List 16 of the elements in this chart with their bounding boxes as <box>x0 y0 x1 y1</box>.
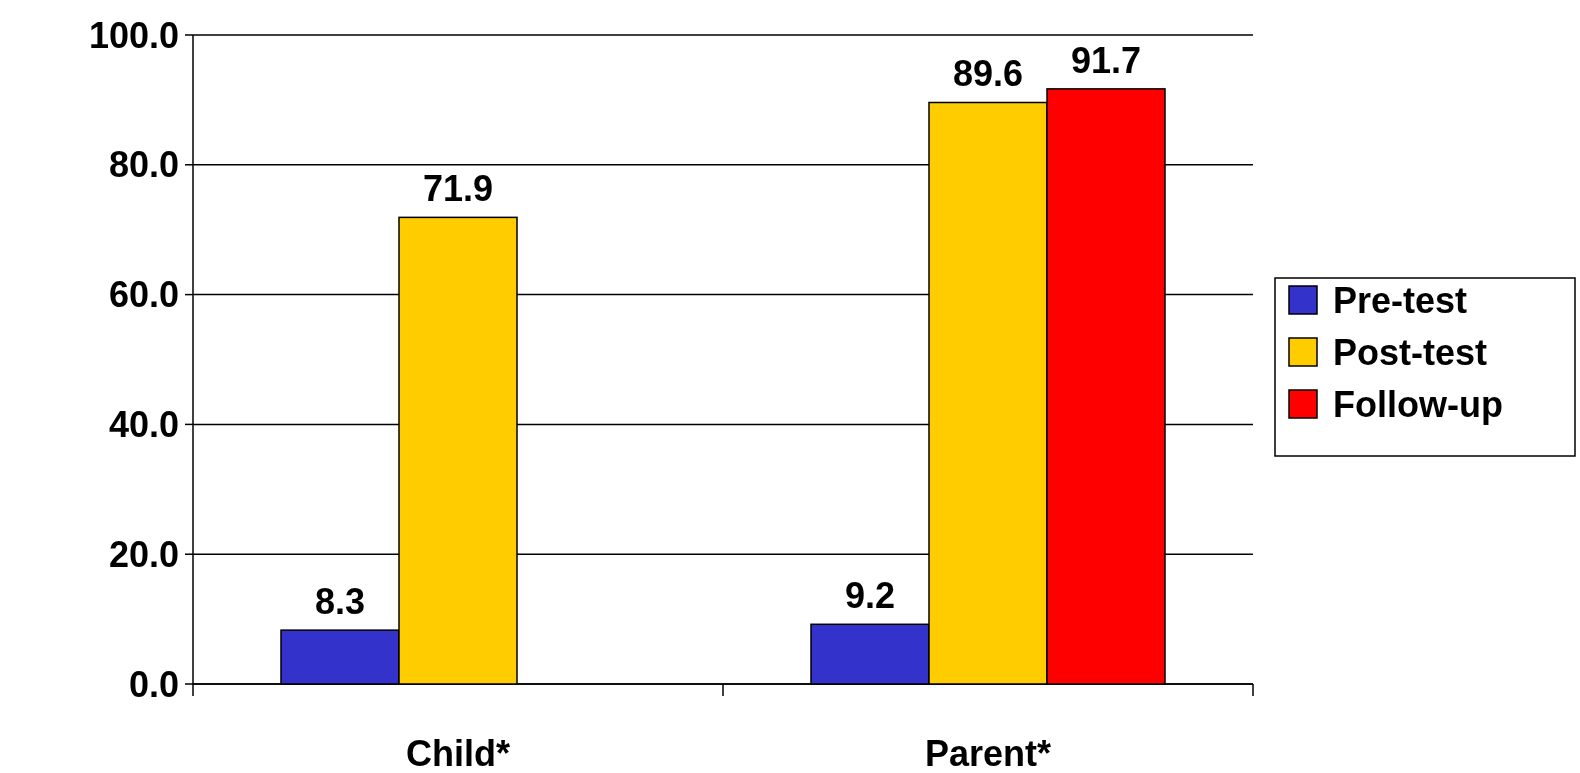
data-label: 8.3 <box>314 581 366 623</box>
y-tick-label: 60.0 <box>108 274 179 316</box>
x-tick-label: Child* <box>406 733 510 773</box>
x-tick-label: Parent* <box>924 733 1052 773</box>
y-tick-label: 0.0 <box>128 663 179 705</box>
y-tick-label: 20.0 <box>108 533 179 575</box>
data-label: 89.6 <box>952 53 1024 95</box>
y-tick-label: 40.0 <box>108 404 179 445</box>
data-label: 71.9 <box>422 168 494 210</box>
data-label: 91.7 <box>1070 39 1142 81</box>
y-tick-label: 80.0 <box>108 144 179 186</box>
data-label: 9.2 <box>844 575 896 617</box>
legend-label: Post-test <box>1333 331 1488 373</box>
legend-label: Follow-up <box>1333 383 1503 425</box>
y-tick-label: 100.0 <box>88 14 179 56</box>
legend-label: Pre-test <box>1333 279 1468 321</box>
